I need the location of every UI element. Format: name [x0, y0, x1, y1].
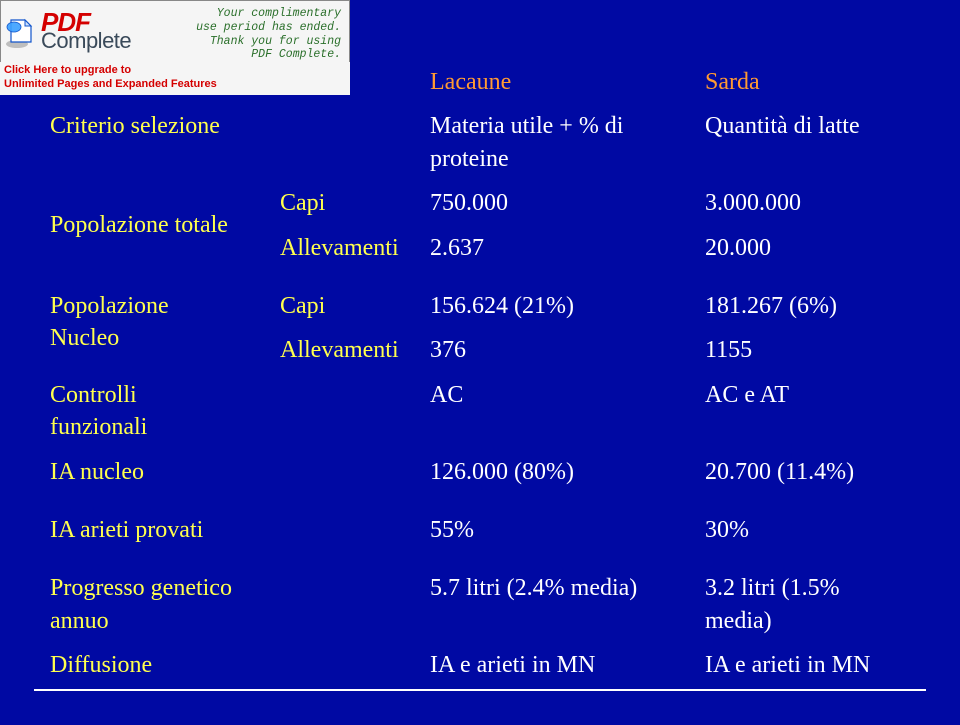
label-poptotale: Popolazione totale	[46, 181, 276, 270]
sub-allev-nucleo: Allevamenti	[276, 328, 426, 372]
row-progresso: Progresso genetico annuo 5.7 litri (2.4%…	[46, 566, 914, 643]
label-controlli: Controlli funzionali	[46, 373, 426, 450]
label-controlli-l2: funzionali	[50, 414, 147, 440]
row-popnucleo-capi: Popolazione Nucleo Capi 156.624 (21%) 18…	[46, 284, 914, 328]
slide-body: Lacaune Sarda Criterio selezione Materia…	[0, 0, 960, 725]
label-popnucleo-l1: Popolazione	[50, 293, 169, 319]
complete-word: Complete	[41, 31, 131, 51]
poptotale-allev-lacaune: 2.637	[426, 226, 701, 270]
col-header-sarda: Sarda	[701, 60, 914, 104]
label-progresso: Progresso genetico annuo	[46, 566, 426, 643]
progresso-lacaune: 5.7 litri (2.4% media)	[426, 566, 701, 643]
sub-capi: Capi	[276, 181, 426, 225]
wm-line1: Your complimentary	[171, 7, 341, 21]
label-controlli-l1: Controlli	[50, 382, 137, 408]
label-popnucleo-l2: Nucleo	[50, 325, 119, 351]
comparison-table: Lacaune Sarda Criterio selezione Materia…	[46, 60, 914, 687]
col-header-lacaune: Lacaune	[426, 60, 701, 104]
diffusione-lacaune: IA e arieti in MN	[426, 643, 701, 687]
ianucleo-sarda: 20.700 (11.4%)	[701, 450, 914, 494]
iaarieti-lacaune: 55%	[426, 508, 701, 552]
controlli-lacaune: AC	[426, 373, 701, 450]
label-popnucleo: Popolazione Nucleo	[46, 284, 276, 373]
label-progresso-l2: annuo	[50, 608, 109, 634]
pdf-logo-icon	[5, 16, 39, 50]
row-controlli: Controlli funzionali AC AC e AT	[46, 373, 914, 450]
label-ianucleo: IA nucleo	[46, 450, 426, 494]
sub-capi-nucleo: Capi	[276, 284, 426, 328]
label-progresso-l1: Progresso genetico	[50, 575, 232, 601]
controlli-sarda: AC e AT	[701, 373, 914, 450]
poptotale-capi-lacaune: 750.000	[426, 181, 701, 225]
poptotale-allev-sarda: 20.000	[701, 226, 914, 270]
row-poptotale-capi: Popolazione totale Capi 750.000 3.000.00…	[46, 181, 914, 225]
bottom-rule	[34, 689, 926, 691]
criterio-lacaune: Materia utile + % di proteine	[426, 104, 701, 181]
row-ianucleo: IA nucleo 126.000 (80%) 20.700 (11.4%)	[46, 450, 914, 494]
ianucleo-lacaune: 126.000 (80%)	[426, 450, 701, 494]
progresso-sarda: 3.2 litri (1.5% media)	[701, 566, 914, 643]
poptotale-capi-sarda: 3.000.000	[701, 181, 914, 225]
popnucleo-allev-sarda: 1155	[701, 328, 914, 372]
pdf-upgrade-link[interactable]: Click Here to upgrade to Unlimited Pages…	[0, 62, 350, 95]
pdf-trial-message: Your complimentary use period has ended.…	[171, 1, 349, 62]
wm-line4: PDF Complete.	[171, 48, 341, 62]
label-diffusione: Diffusione	[46, 643, 426, 687]
label-iaarieti: IA arieti provati	[46, 508, 426, 552]
upgrade-line1[interactable]: Click Here to upgrade to	[4, 64, 346, 78]
sub-allevamenti: Allevamenti	[276, 226, 426, 270]
popnucleo-allev-lacaune: 376	[426, 328, 701, 372]
iaarieti-sarda: 30%	[701, 508, 914, 552]
popnucleo-capi-sarda: 181.267 (6%)	[701, 284, 914, 328]
criterio-sarda: Quantità di latte	[701, 104, 914, 181]
row-diffusione: Diffusione IA e arieti in MN IA e arieti…	[46, 643, 914, 687]
row-criterio: Criterio selezione Materia utile + % di …	[46, 104, 914, 181]
upgrade-line2[interactable]: Unlimited Pages and Expanded Features	[4, 78, 346, 92]
diffusione-sarda: IA e arieti in MN	[701, 643, 914, 687]
wm-line2: use period has ended.	[171, 21, 341, 35]
row-iaarieti: IA arieti provati 55% 30%	[46, 508, 914, 552]
label-criterio: Criterio selezione	[46, 104, 426, 181]
wm-line3: Thank you for using	[171, 35, 341, 49]
popnucleo-capi-lacaune: 156.624 (21%)	[426, 284, 701, 328]
pdf-complete-logo: PDF Complete	[1, 1, 171, 61]
